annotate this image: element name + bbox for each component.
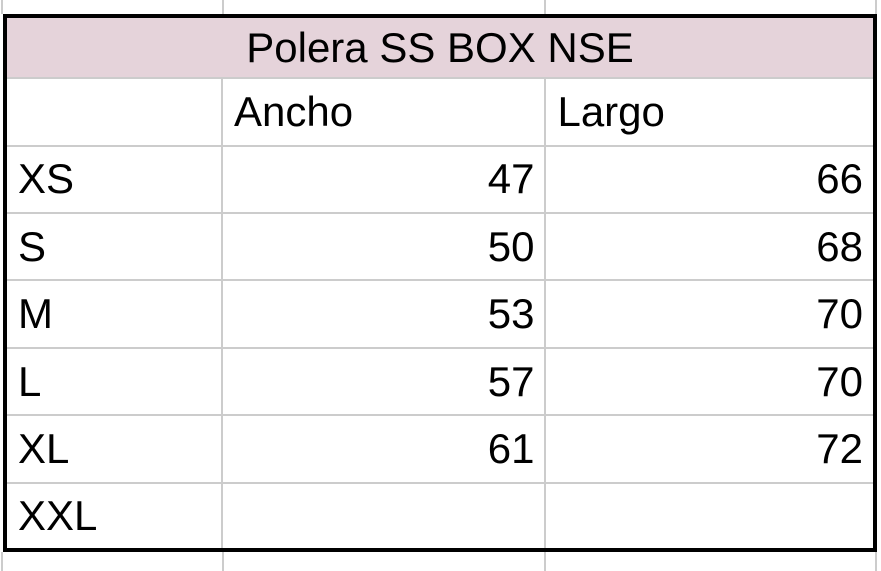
largo-cell[interactable]: 66 (544, 144, 876, 215)
corner-cell[interactable] (4, 77, 223, 147)
largo-cell[interactable]: 70 (544, 279, 876, 349)
size-chart-table: Polera SS BOX NSE Ancho Largo XS 47 66 S… (3, 14, 877, 552)
gridline (544, 552, 546, 571)
ancho-cell[interactable]: 57 (220, 346, 547, 417)
largo-cell[interactable] (544, 481, 876, 552)
size-cell[interactable]: L (4, 346, 223, 417)
partial-cells-below (0, 552, 881, 571)
ancho-cell[interactable]: 53 (220, 279, 547, 349)
gridline (1, 0, 3, 14)
table-row: M 53 70 (4, 279, 876, 349)
size-cell[interactable]: XL (4, 414, 223, 484)
table-row: XS 47 66 (4, 144, 876, 215)
size-cell[interactable]: S (4, 212, 223, 282)
column-header-row: Ancho Largo (4, 77, 876, 147)
gridline (544, 0, 546, 14)
size-cell[interactable]: XXL (4, 481, 223, 552)
ancho-cell[interactable] (220, 481, 547, 552)
size-cell[interactable]: XS (4, 144, 223, 215)
largo-cell[interactable]: 68 (544, 212, 876, 282)
gridline (875, 0, 877, 14)
gridline (1, 552, 3, 571)
table-row: XL 61 72 (4, 414, 876, 484)
size-cell[interactable]: M (4, 279, 223, 349)
gridline (875, 552, 877, 571)
table-title-cell[interactable]: Polera SS BOX NSE (4, 14, 876, 80)
ancho-cell[interactable]: 47 (220, 144, 547, 215)
ancho-cell[interactable]: 50 (220, 212, 547, 282)
column-header-ancho[interactable]: Ancho (220, 77, 547, 147)
ancho-cell[interactable]: 61 (220, 414, 547, 484)
gridline (222, 552, 224, 571)
partial-cells-above (0, 0, 881, 14)
largo-cell[interactable]: 72 (544, 414, 876, 484)
title-row: Polera SS BOX NSE (4, 14, 876, 80)
table-row: L 57 70 (4, 346, 876, 417)
largo-cell[interactable]: 70 (544, 346, 876, 417)
table-row: S 50 68 (4, 212, 876, 282)
table-row: XXL (4, 481, 876, 552)
column-header-largo[interactable]: Largo (544, 77, 876, 147)
gridline (222, 0, 224, 14)
